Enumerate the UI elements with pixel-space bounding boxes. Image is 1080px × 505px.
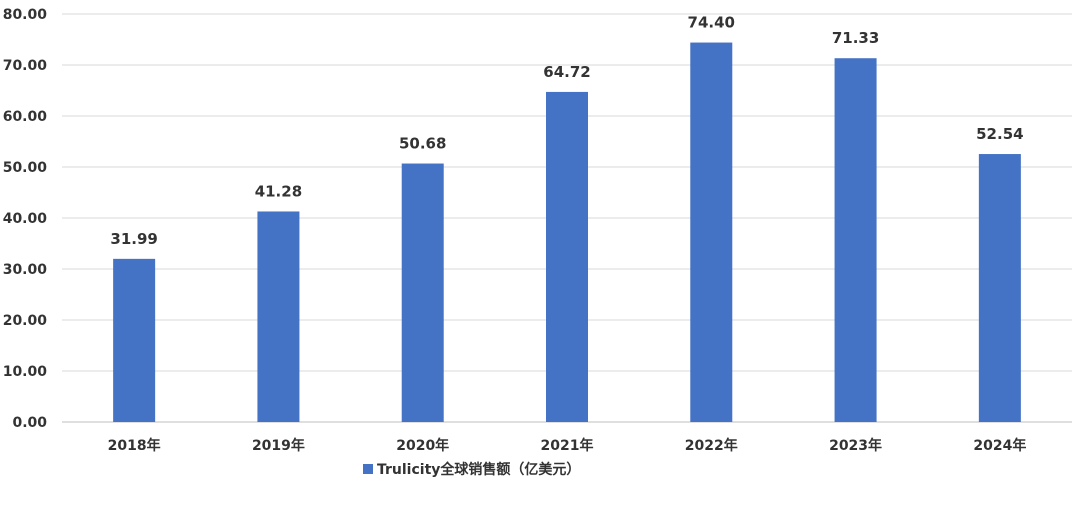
data-label: 41.28 bbox=[255, 182, 302, 200]
x-tick-label: 2021年 bbox=[541, 437, 594, 454]
bar-3 bbox=[546, 91, 588, 422]
y-axis-ticks: 0.00 10.00 20.00 30.00 40.00 50.00 60.00 70.00 8… bbox=[3, 7, 48, 431]
data-label: 31.99 bbox=[110, 230, 157, 248]
legend-swatch bbox=[363, 464, 373, 474]
y-tick-label: 30.00 bbox=[3, 262, 48, 278]
x-tick-label: 2019年 bbox=[252, 437, 305, 454]
y-tick-label: 20.00 bbox=[3, 313, 48, 329]
data-label: 71.33 bbox=[832, 29, 879, 47]
data-label: 64.72 bbox=[543, 63, 590, 81]
data-label: 50.68 bbox=[399, 135, 446, 153]
legend-label: Trulicity全球销售额（亿美元） bbox=[377, 461, 580, 478]
data-label: 52.54 bbox=[976, 125, 1023, 143]
x-tick-label: 2022年 bbox=[685, 437, 738, 454]
bar-0 bbox=[113, 258, 156, 422]
x-tick-label: 2023年 bbox=[829, 437, 882, 454]
bar-2 bbox=[401, 163, 444, 423]
data-labels: 31.99 41.28 50.68 64.72 74.40 71.33 52.54 bbox=[110, 14, 1023, 248]
bar-5 bbox=[834, 58, 877, 422]
y-tick-label: 10.00 bbox=[3, 364, 48, 380]
y-tick-label: 40.00 bbox=[3, 211, 48, 227]
y-tick-label: 70.00 bbox=[3, 58, 48, 74]
bar-6 bbox=[978, 154, 1021, 422]
bar-1 bbox=[257, 211, 300, 422]
y-tick-label: 80.00 bbox=[3, 7, 48, 23]
y-tick-label: 50.00 bbox=[3, 160, 48, 176]
bars bbox=[113, 42, 1021, 423]
y-tick-label: 60.00 bbox=[3, 109, 48, 125]
x-tick-label: 2024年 bbox=[973, 437, 1026, 454]
data-label: 74.40 bbox=[688, 14, 735, 32]
x-axis-ticks: 2018年 2019年 2020年 2021年 2022年 2023年 2024年 bbox=[108, 437, 1027, 454]
legend: Trulicity全球销售额（亿美元） bbox=[363, 461, 580, 478]
x-tick-label: 2020年 bbox=[396, 437, 449, 454]
y-tick-label: 0.00 bbox=[12, 415, 47, 431]
x-tick-label: 2018年 bbox=[108, 437, 161, 454]
bar-4 bbox=[690, 42, 733, 423]
